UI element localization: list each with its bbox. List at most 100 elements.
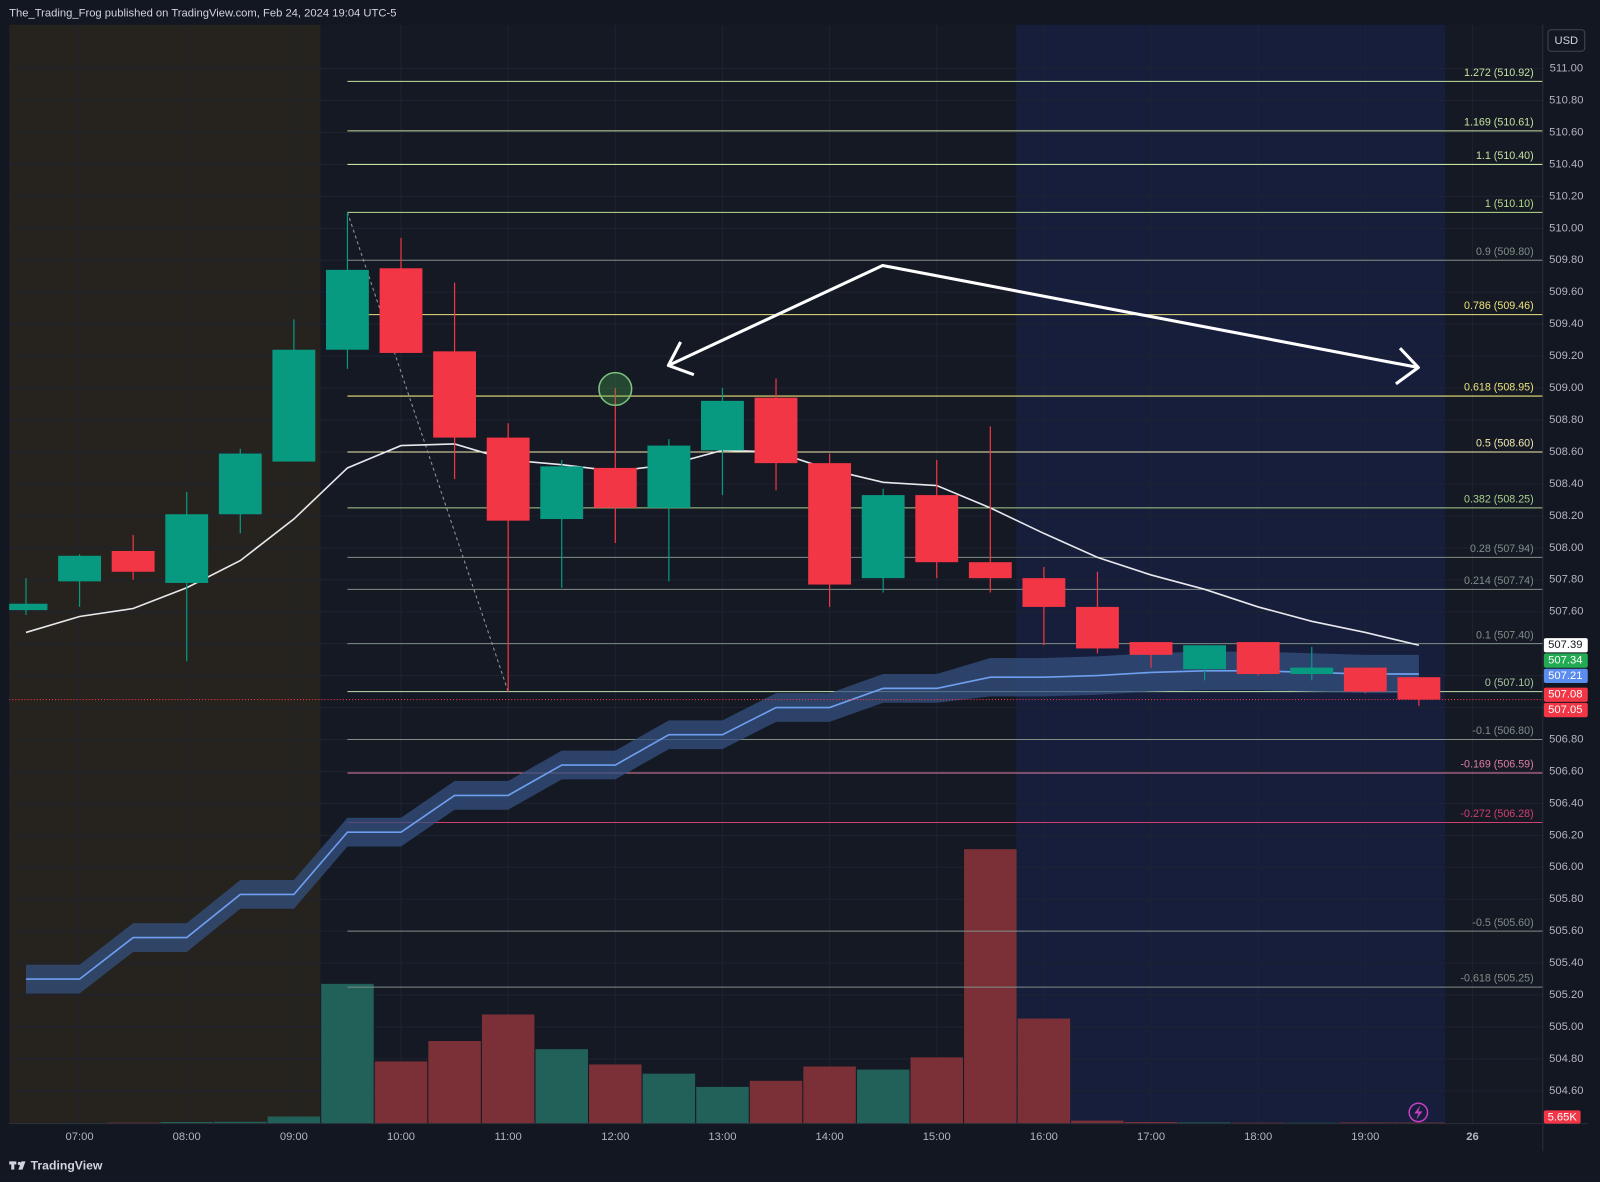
volume-bar (1339, 1122, 1392, 1124)
volume-bar (267, 1116, 321, 1124)
x-tick-label: 10:00 (387, 1131, 415, 1143)
y-tick-label: 509.00 (1549, 382, 1583, 394)
volume-bar (1071, 1120, 1124, 1124)
y-tick-label: 505.00 (1549, 1021, 1583, 1033)
fib-label: 1.169 (510.61) (1464, 117, 1534, 129)
volume-bar (803, 1066, 856, 1124)
currency-box[interactable] (1547, 29, 1586, 52)
y-tick-label: 505.40 (1549, 957, 1583, 969)
fib-label: 1.1 (510.40) (1476, 150, 1534, 162)
brand: TradingView (31, 1159, 103, 1173)
alert-bolt (1414, 1105, 1423, 1120)
volume-bar (535, 1049, 588, 1124)
candle-body (272, 349, 316, 462)
y-tick-label: 506.20 (1549, 829, 1583, 841)
candle-body (540, 466, 584, 520)
axes: 504.60 504.80 505.00 505.20 505.40 505.60 505.… (66, 63, 1588, 1143)
y-tick-label: 507.80 (1549, 574, 1583, 586)
fib-label: 0.1 (507.40) (1476, 629, 1534, 641)
logo-part (17, 1161, 22, 1166)
volume-pane (9, 849, 1446, 1124)
y-tick-label: 508.00 (1549, 542, 1583, 554)
price-label: 507.21 (1548, 670, 1582, 682)
candle-body (1236, 642, 1280, 674)
fib-label: -0.169 (506.59) (1460, 759, 1533, 771)
x-tick-label: 08:00 (173, 1131, 201, 1143)
grid (9, 24, 1543, 1124)
fib-retracement: 1.272 (510.92) 1.169 (510.61) 1.1 (510.40)… (346, 67, 1543, 988)
price-label: 507.05 (1548, 704, 1582, 716)
candle-body (647, 445, 691, 508)
y-tick-label: 508.80 (1549, 414, 1583, 426)
annotations (598, 263, 1429, 1123)
logo-part (18, 1161, 26, 1170)
postmarket-session (1016, 24, 1445, 1124)
fib-label: 0.786 (509.46) (1464, 300, 1534, 312)
y-tick-label: 508.20 (1549, 510, 1583, 522)
candle-body (379, 268, 423, 353)
fib-label: 0.382 (508.25) (1464, 494, 1534, 506)
arrow-head (666, 341, 695, 377)
volume-bar (1178, 1122, 1231, 1124)
volume-bar (856, 1069, 910, 1124)
y-tick-label: 506.40 (1549, 797, 1583, 809)
fib-label: 0.9 (509.80) (1476, 246, 1534, 258)
y-tick-label: 510.60 (1549, 126, 1583, 138)
volume-bar (481, 1014, 535, 1124)
arrow-path (667, 263, 1419, 370)
y-tick-label: 509.20 (1549, 350, 1583, 362)
fib-label: -0.272 (506.28) (1460, 808, 1533, 820)
candle-body (968, 562, 1012, 579)
fib-anchor-line (346, 212, 509, 692)
x-tick-label: 09:00 (280, 1131, 308, 1143)
volume-bar (589, 1064, 642, 1124)
y-tick-label: 504.60 (1549, 1085, 1583, 1097)
footer-logo (9, 1161, 26, 1170)
y-tick-label: 504.80 (1549, 1053, 1583, 1065)
fib-label: 1.272 (510.92) (1464, 67, 1534, 79)
y-tick-label: 508.60 (1549, 446, 1583, 458)
price-label-box (1543, 702, 1588, 718)
candle-body (1183, 645, 1227, 670)
x-tick-label: 12:00 (601, 1131, 629, 1143)
x-tick-label: 15:00 (923, 1131, 951, 1143)
candle-body (1343, 667, 1387, 692)
price-label: 507.34 (1548, 655, 1582, 667)
candle-body (111, 551, 155, 572)
y-tick-label: 511.00 (1550, 63, 1583, 75)
y-tick-label: 506.00 (1549, 861, 1583, 873)
indicator-line (26, 669, 1419, 980)
alert-icon[interactable] (1408, 1102, 1429, 1123)
fib-label: 1 (510.10) (1485, 198, 1534, 210)
volume-bar (214, 1121, 267, 1124)
premarket-session (9, 24, 321, 1124)
volume-bar (910, 1057, 963, 1124)
volume-label: 5.65K (1548, 1111, 1578, 1123)
candles (9, 212, 1543, 706)
candle-body (1290, 667, 1334, 674)
publish-header: The_Trading_Frog published on TradingVie… (9, 7, 396, 19)
volume-bar (749, 1080, 803, 1124)
candle-body (593, 467, 637, 508)
volume-label-box (1543, 1110, 1581, 1124)
volume-bar (374, 1061, 428, 1124)
arrow-head (1395, 347, 1420, 386)
candle-body (326, 269, 369, 350)
x-tick-label: 26 (1466, 1131, 1478, 1143)
x-tick-label: 11:00 (495, 1131, 522, 1143)
candle-body (9, 603, 48, 611)
y-tick-label: 508.40 (1549, 478, 1583, 490)
candle-body (433, 351, 477, 438)
candle-body (486, 437, 530, 521)
x-tick-label: 18:00 (1244, 1131, 1272, 1143)
candle-body (754, 397, 798, 464)
price-label: 507.08 (1548, 689, 1582, 701)
candle-body (861, 495, 905, 579)
candle-body (1129, 642, 1173, 655)
candle-body (1076, 606, 1119, 649)
y-tick-label: 510.20 (1549, 190, 1583, 202)
logo-part (11, 1161, 15, 1170)
volume-bar (964, 849, 1017, 1124)
